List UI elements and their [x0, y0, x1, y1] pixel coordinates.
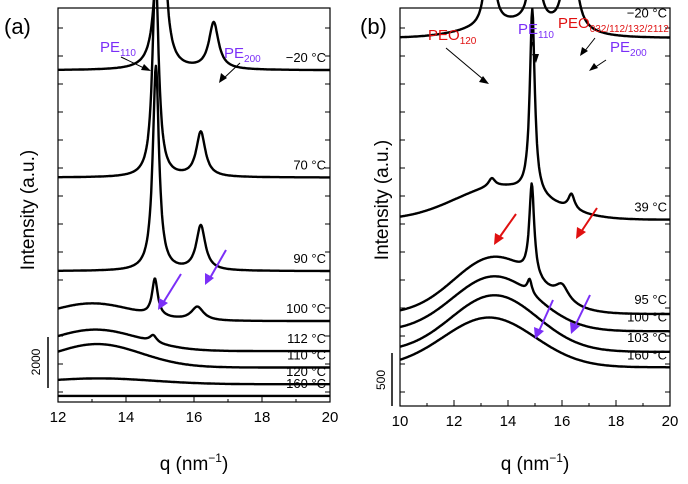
panel-a-label: (a) [4, 14, 31, 39]
panel-a-ylabel: Intensity (a.u.) [18, 150, 39, 270]
panel-a-black-arrows [120, 56, 241, 83]
series-temperature-label: 100 °C [286, 301, 326, 316]
series-temperature-label: −20 °C [627, 6, 667, 21]
series-temperature-label: 103 °C [627, 330, 667, 345]
panel-b-temperature-labels: −20 °C 39 °C 95 °C 100 °C 103 °C 160 °C [627, 6, 667, 363]
series-line [399, 182, 671, 316]
panel-b-ylabel: Intensity (a.u.) [372, 140, 393, 260]
series-line [57, 342, 331, 369]
series-line [57, 277, 331, 323]
panel-a: (a) 12 14 16 18 20 −20 °C 70 °C 90 °C 100 °C 112… [4, 0, 338, 475]
series-temperature-label: 112 °C [287, 331, 326, 346]
series-line [399, 7, 671, 221]
panel-b-ann-peo120: PEO120 [428, 27, 477, 47]
series-line [57, 0, 331, 72]
panel-b-scale-label: 500 [374, 370, 388, 390]
series-line [57, 64, 331, 273]
panel-a-purple-arrows [158, 249, 227, 310]
x-tick-label: 12 [50, 409, 67, 426]
series-temperature-label: 160 °C [627, 347, 667, 362]
x-tick-label: 14 [118, 409, 135, 426]
panel-a-scale-label: 2000 [29, 348, 43, 375]
series-temperature-label: −20 °C [286, 50, 326, 65]
panel-b-curves [399, 0, 671, 369]
panel-b-red-arrows [494, 207, 598, 245]
series-line [57, 328, 331, 353]
panel-b-xlabel: q (nm−1) [501, 451, 570, 475]
series-line [57, 377, 331, 386]
panel-b-label: (b) [360, 14, 387, 39]
series-line [399, 294, 671, 353]
panel-a-ann-pe200: PE200 [224, 45, 261, 65]
series-temperature-label: 90 °C [293, 251, 326, 266]
series-temperature-label: 160 °C [286, 376, 326, 391]
panel-b-black-arrows [445, 37, 607, 84]
series-temperature-label: 70 °C [293, 157, 326, 172]
series-line [399, 0, 671, 39]
x-tick-label: 16 [186, 409, 203, 426]
x-tick-label: 10 [392, 413, 409, 430]
panel-a-ticks: 12 14 16 18 20 [50, 27, 339, 426]
panel-b-ann-pe200: PE200 [610, 39, 647, 59]
series-temperature-label: 120 °C [286, 364, 326, 379]
x-tick-label: 20 [322, 409, 339, 426]
panel-a-curves [57, 0, 331, 398]
x-tick-label: 16 [554, 413, 571, 430]
panel-b-ann-pe110: PE110 [518, 21, 554, 41]
panel-a-ann-pe110: PE110 [100, 39, 136, 59]
x-tick-label: 14 [500, 413, 517, 430]
panel-b-purple-arrows [534, 294, 591, 339]
panel-b-ann-peo032: PEO032/112/132/2112 [558, 15, 669, 35]
x-tick-label: 18 [254, 409, 271, 426]
series-line [57, 0, 331, 179]
series-temperature-label: 110 °C [287, 348, 326, 363]
x-tick-label: 20 [662, 413, 679, 430]
x-tick-label: 18 [608, 413, 625, 430]
series-temperature-label: 100 °C [627, 309, 667, 324]
series-line [399, 275, 671, 333]
panel-b-ticks: 10 12 14 16 18 20 [392, 27, 679, 430]
series-temperature-label: 95 °C [634, 292, 667, 307]
panel-a-xlabel: q (nm−1) [160, 451, 229, 475]
x-tick-label: 12 [446, 413, 463, 430]
series-temperature-label: 39 °C [634, 200, 667, 215]
